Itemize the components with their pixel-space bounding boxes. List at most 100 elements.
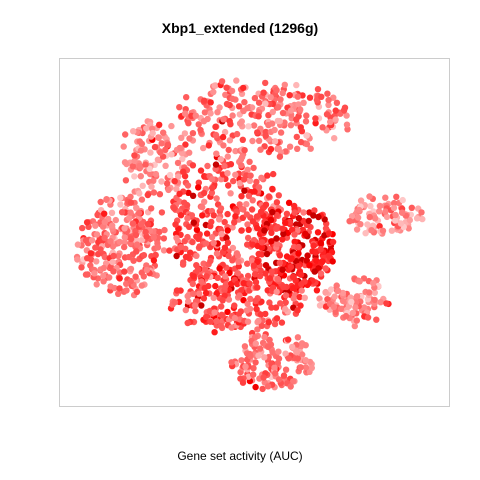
- point-center-right-1231: [317, 246, 324, 253]
- point-center-984: [233, 250, 241, 257]
- point-top-95: [255, 137, 263, 144]
- point-center-673: [203, 230, 211, 237]
- point-top-106: [286, 143, 294, 150]
- point-center-right-1228: [313, 287, 321, 294]
- point-center-990: [247, 172, 254, 179]
- point-top-164: [223, 84, 230, 91]
- point-lower-center-1311: [244, 300, 251, 308]
- point-top-202: [201, 97, 208, 104]
- point-top-205: [293, 81, 300, 89]
- point-center-849: [208, 218, 215, 226]
- point-top-124: [323, 111, 331, 118]
- point-center-780: [213, 195, 220, 202]
- point-left-630: [112, 216, 120, 224]
- point-upper-left-375: [164, 141, 172, 148]
- point-lower-center-1408: [173, 287, 181, 294]
- point-left-635: [138, 282, 145, 289]
- point-center-901: [193, 252, 200, 259]
- point-center-right-1223: [310, 242, 317, 249]
- point-top-186: [212, 131, 220, 139]
- point-center-887: [213, 150, 220, 157]
- point-top-247: [274, 117, 281, 125]
- point-left-558: [97, 198, 104, 206]
- point-lower-center-1287: [268, 268, 275, 275]
- point-right-upper-1620: [383, 213, 391, 221]
- point-right-lower-1764: [349, 309, 357, 317]
- point-top-134: [287, 122, 295, 129]
- point-top-232: [325, 96, 332, 104]
- point-center-right-1146: [250, 262, 257, 269]
- point-center-right-1143: [313, 257, 320, 264]
- point-center-right-1177: [287, 263, 295, 271]
- point-right-lower-1683: [316, 295, 323, 302]
- point-center-right-1198: [302, 230, 309, 238]
- point-center-835: [270, 170, 277, 178]
- point-center-right-1192: [322, 265, 329, 272]
- point-top-241: [211, 82, 218, 89]
- point-right-upper-1661: [398, 209, 406, 216]
- point-center-right-1202: [312, 249, 319, 256]
- point-lower-center-1363: [256, 272, 264, 280]
- point-left-570: [116, 238, 123, 246]
- point-center-right-1111: [274, 240, 281, 248]
- point-top-118: [195, 121, 202, 128]
- point-left-576: [127, 265, 135, 273]
- point-lower-center-1368: [190, 273, 197, 280]
- point-bottom-1571: [285, 355, 292, 362]
- point-center-right-1103: [291, 238, 298, 245]
- point-center-837: [201, 198, 208, 205]
- point-center-968: [236, 201, 243, 208]
- point-left-510: [74, 256, 81, 263]
- point-top-43: [325, 101, 332, 109]
- point-center-914: [210, 212, 217, 219]
- point-center-961: [199, 212, 206, 219]
- point-right-upper-1608: [362, 230, 369, 237]
- point-top-207: [294, 93, 301, 100]
- point-upper-left-355: [146, 165, 153, 172]
- point-top-243: [260, 89, 267, 96]
- point-top-253: [207, 110, 214, 117]
- point-top-246: [286, 92, 293, 99]
- point-top-84: [262, 79, 269, 87]
- point-center-964: [177, 212, 185, 219]
- point-center-right-1112: [303, 257, 310, 264]
- point-top-198: [207, 99, 214, 106]
- point-top-56: [279, 89, 286, 97]
- point-left-603: [101, 210, 108, 217]
- point-top-227: [229, 112, 236, 119]
- point-right-upper-1649: [354, 214, 362, 221]
- point-center-886: [233, 208, 240, 215]
- point-top-240: [240, 107, 247, 115]
- point-upper-left-282: [179, 155, 186, 163]
- point-top-75: [240, 84, 247, 92]
- point-left-616: [101, 253, 109, 261]
- point-center-976: [255, 184, 263, 191]
- point-lower-center-1429: [252, 297, 259, 305]
- point-top-244: [314, 86, 322, 93]
- point-upper-left-337: [120, 143, 127, 150]
- point-center-right-1221: [295, 243, 302, 251]
- point-center-862: [250, 164, 257, 172]
- point-bottom-1494: [280, 372, 288, 379]
- point-right-lower-1758: [352, 304, 359, 311]
- point-center-936: [224, 239, 232, 246]
- point-lower-center-1375: [207, 318, 214, 325]
- point-top-256: [235, 103, 243, 110]
- point-left-491: [109, 243, 117, 250]
- point-left-530: [127, 235, 135, 243]
- point-upper-left-328: [147, 149, 154, 156]
- point-top-175: [271, 126, 278, 134]
- point-right-upper-1643: [419, 215, 426, 223]
- point-bottom-1578: [242, 363, 249, 370]
- point-center-788: [269, 185, 276, 193]
- point-right-upper-1653: [379, 227, 387, 234]
- point-top-151: [303, 132, 310, 139]
- point-center-918: [221, 244, 229, 251]
- point-center-right-1195: [306, 262, 313, 269]
- point-lower-center-1372: [225, 296, 233, 303]
- point-top-178: [267, 146, 275, 153]
- point-bottom-1515: [282, 366, 290, 373]
- point-center-974: [253, 213, 261, 220]
- point-left-553: [117, 201, 124, 208]
